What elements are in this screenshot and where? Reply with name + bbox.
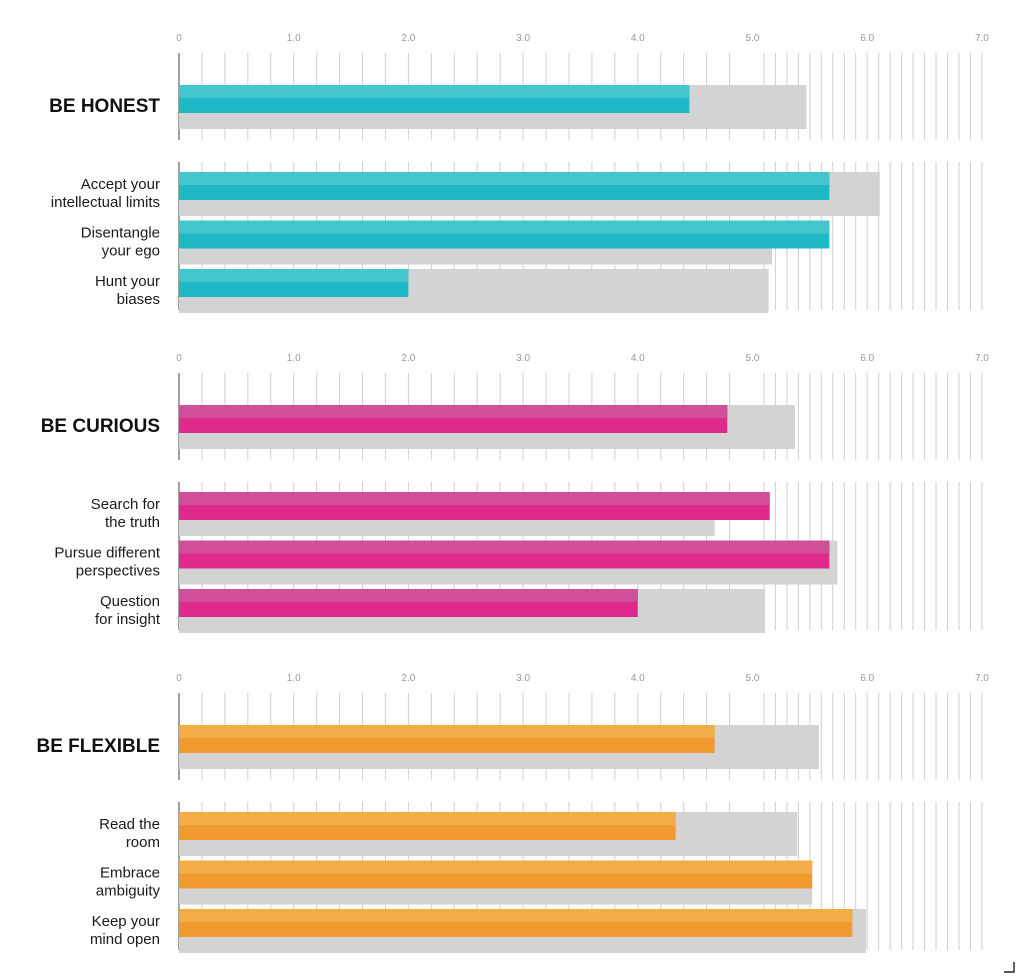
- x-tick-label: 1.0: [287, 673, 301, 684]
- heading-value-bar-highlight: [179, 405, 728, 418]
- group-be-honest: 0 1.0 2.0 3.0 4.0 5.0 6.0 7.0 BE HONEST Accept yo…: [49, 33, 989, 313]
- item-label-line-2: biases: [117, 291, 160, 308]
- group-heading-line-1: BE CURIOUS: [41, 416, 160, 437]
- item-value-bar-highlight: [179, 269, 409, 282]
- item-label-line-2: mind open: [90, 931, 160, 948]
- x-tick-label: 2.0: [401, 673, 415, 684]
- item-label-line-2: intellectual limits: [51, 194, 160, 211]
- group-heading-line-1: BE HONEST: [49, 96, 160, 117]
- x-tick-label: 7.0: [975, 353, 989, 364]
- x-tick-label: 2.0: [401, 33, 415, 44]
- item-value-bar-highlight: [179, 589, 638, 602]
- item-label-line-2: your ego: [102, 243, 160, 260]
- x-tick-label: 7.0: [975, 33, 989, 44]
- x-tick-label: 1.0: [287, 353, 301, 364]
- item-label-line-1: Read the: [99, 816, 160, 833]
- corner-mark: [1004, 962, 1015, 973]
- x-tick-label: 0: [176, 33, 182, 44]
- x-tick-label: 6.0: [860, 33, 874, 44]
- x-tick-label: 3.0: [516, 353, 530, 364]
- group-be-curious: 0 1.0 2.0 3.0 4.0 5.0 6.0 7.0 BE CURIOUS Search f…: [41, 353, 989, 633]
- item-label-line-2: room: [126, 834, 160, 851]
- x-tick-label: 4.0: [631, 353, 645, 364]
- item-label-line-1: Pursue different: [54, 545, 160, 562]
- item-label-line-2: for insight: [95, 611, 161, 628]
- item-label-line-1: Search for: [91, 496, 160, 513]
- x-tick-label: 6.0: [860, 353, 874, 364]
- item-value-bar-highlight: [179, 172, 830, 185]
- x-tick-label: 0: [176, 353, 182, 364]
- x-tick-label: 6.0: [860, 673, 874, 684]
- x-tick-label: 3.0: [516, 673, 530, 684]
- x-tick-label: 2.0: [401, 353, 415, 364]
- item-value-bar-highlight: [179, 220, 830, 234]
- item-label-line-1: Embrace: [100, 865, 160, 882]
- group-heading-line-1: BE FLEXIBLE: [36, 736, 160, 757]
- x-tick-label: 0: [176, 673, 182, 684]
- x-tick-label: 5.0: [746, 673, 760, 684]
- x-tick-label: 3.0: [516, 33, 530, 44]
- heading-value-bar-highlight: [179, 725, 715, 738]
- item-value-bar-highlight: [179, 860, 813, 874]
- x-tick-label: 4.0: [631, 33, 645, 44]
- item-value-bar-highlight: [179, 909, 853, 922]
- item-label-line-1: Hunt your: [95, 273, 160, 290]
- item-value-bar-highlight: [179, 812, 676, 825]
- heading-value-bar-highlight: [179, 85, 690, 98]
- item-label-line-2: ambiguity: [96, 883, 161, 900]
- x-tick-label: 4.0: [631, 673, 645, 684]
- x-tick-label: 7.0: [975, 673, 989, 684]
- group-be-flexible: 0 1.0 2.0 3.0 4.0 5.0 6.0 7.0 BE FLEXIBLE Read th…: [36, 673, 989, 953]
- item-value-bar-highlight: [179, 540, 830, 554]
- item-label-line-2: the truth: [105, 514, 160, 531]
- x-tick-label: 5.0: [746, 353, 760, 364]
- item-label-line-1: Question: [100, 593, 160, 610]
- item-label-line-1: Accept your: [81, 176, 160, 193]
- item-label-line-2: perspectives: [76, 563, 160, 580]
- x-tick-label: 1.0: [287, 33, 301, 44]
- item-label-line-1: Disentangle: [81, 225, 160, 242]
- item-value-bar-highlight: [179, 492, 770, 505]
- x-tick-label: 5.0: [746, 33, 760, 44]
- item-label-line-1: Keep your: [92, 913, 160, 930]
